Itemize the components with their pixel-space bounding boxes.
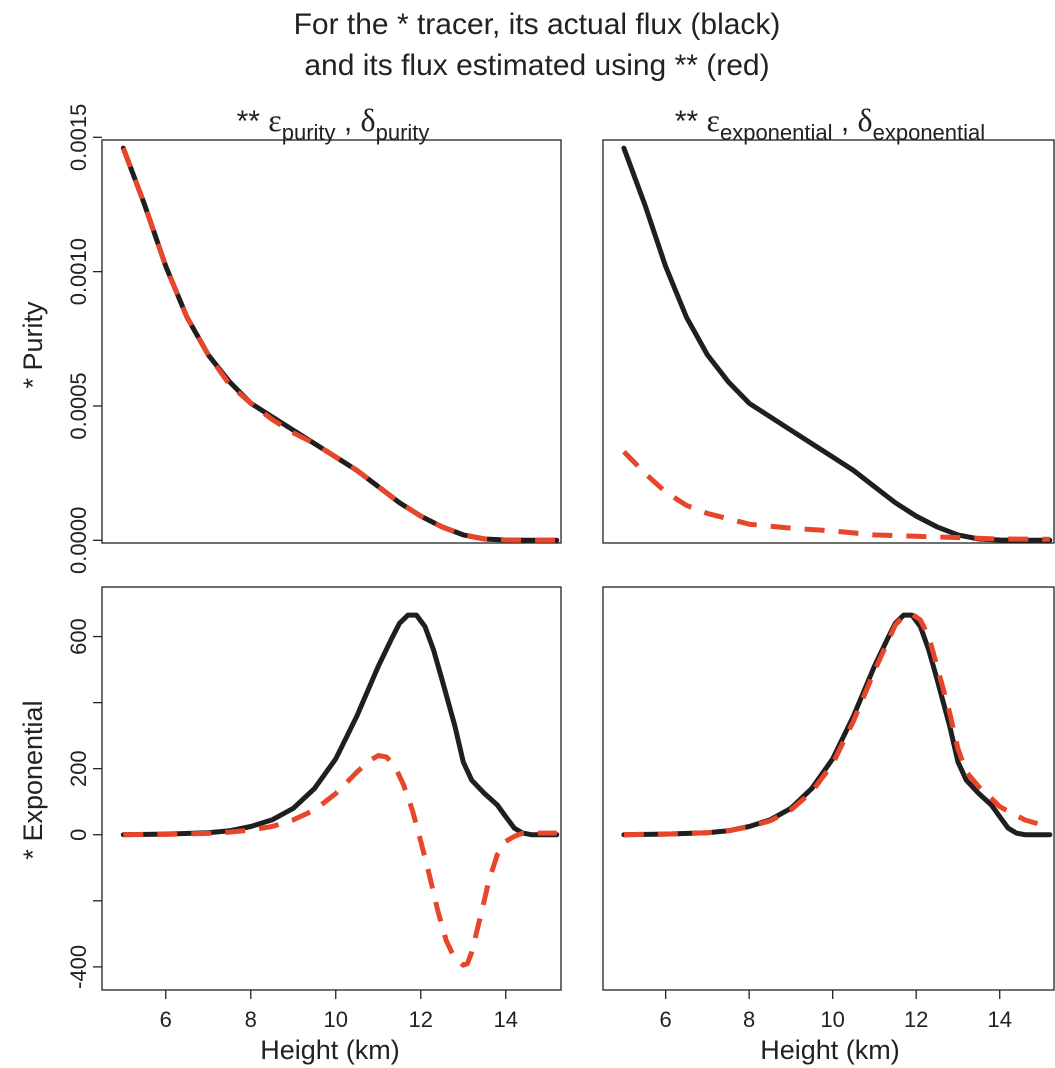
- series-actual-line: [621, 612, 1053, 838]
- panel-4: 6 8 10 12 14: [602, 586, 1055, 1032]
- panel-2: [602, 139, 1055, 544]
- panel-frame: [101, 139, 562, 544]
- x-tick-label: 8: [743, 1007, 755, 1032]
- x-axis-label-left: Height (km): [260, 1035, 400, 1065]
- panel-1: 0.0000 0.0005 0.0010 0.0015: [66, 104, 562, 574]
- y-tick-label: 0.0015: [66, 104, 91, 171]
- y-tick-label: 0.0000: [66, 507, 91, 574]
- x-tick-label: 14: [494, 1007, 518, 1032]
- title-line-1: For the * tracer, its actual flux (black…: [294, 8, 781, 41]
- x-tick-label: 6: [160, 1007, 172, 1032]
- x-tick-label: 12: [409, 1007, 433, 1032]
- x-axis-label-right: Height (km): [760, 1035, 900, 1065]
- series-estimated-line: [622, 449, 1050, 542]
- panels: 0.0000 0.0005 0.0010 0.0015 6 8 10 12 14 -400 0 200…: [66, 104, 1055, 1032]
- x-tick-label: 12: [904, 1007, 928, 1032]
- y-tick-label: 0.0010: [66, 238, 91, 305]
- y-tick-label: 200: [66, 750, 91, 787]
- series-actual-line: [120, 612, 560, 838]
- row-label-exponential: * Exponential: [18, 700, 48, 859]
- series-actual-line: [621, 145, 1053, 543]
- x-tick-label: 14: [987, 1007, 1011, 1032]
- column-title-purity: ** εpurity , δpurity: [237, 102, 430, 145]
- series-actual-line: [120, 145, 560, 543]
- panel-frame: [602, 139, 1055, 544]
- y-tick-label: 0: [66, 829, 91, 841]
- x-tick-label: 10: [324, 1007, 348, 1032]
- x-tick-label: 8: [245, 1007, 257, 1032]
- series-estimated-line: [623, 611, 1051, 838]
- row-label-purity: * Purity: [18, 301, 48, 389]
- panel-frame: [602, 586, 1055, 991]
- y-tick-label: 600: [66, 618, 91, 655]
- x-tick-label: 6: [660, 1007, 672, 1032]
- panel-3: 6 8 10 12 14 -400 0 200 600: [66, 586, 562, 1032]
- column-title-exponential: ** εexponential , δexponential: [675, 102, 985, 145]
- y-tick-label: -400: [66, 945, 91, 989]
- series-estimated-line: [120, 147, 557, 543]
- y-tick-label: 0.0005: [66, 372, 91, 439]
- x-tick-label: 10: [820, 1007, 844, 1032]
- series-estimated-line: [123, 753, 557, 968]
- panel-frame: [101, 586, 562, 991]
- title-line-2: and its flux estimated using ** (red): [304, 49, 769, 82]
